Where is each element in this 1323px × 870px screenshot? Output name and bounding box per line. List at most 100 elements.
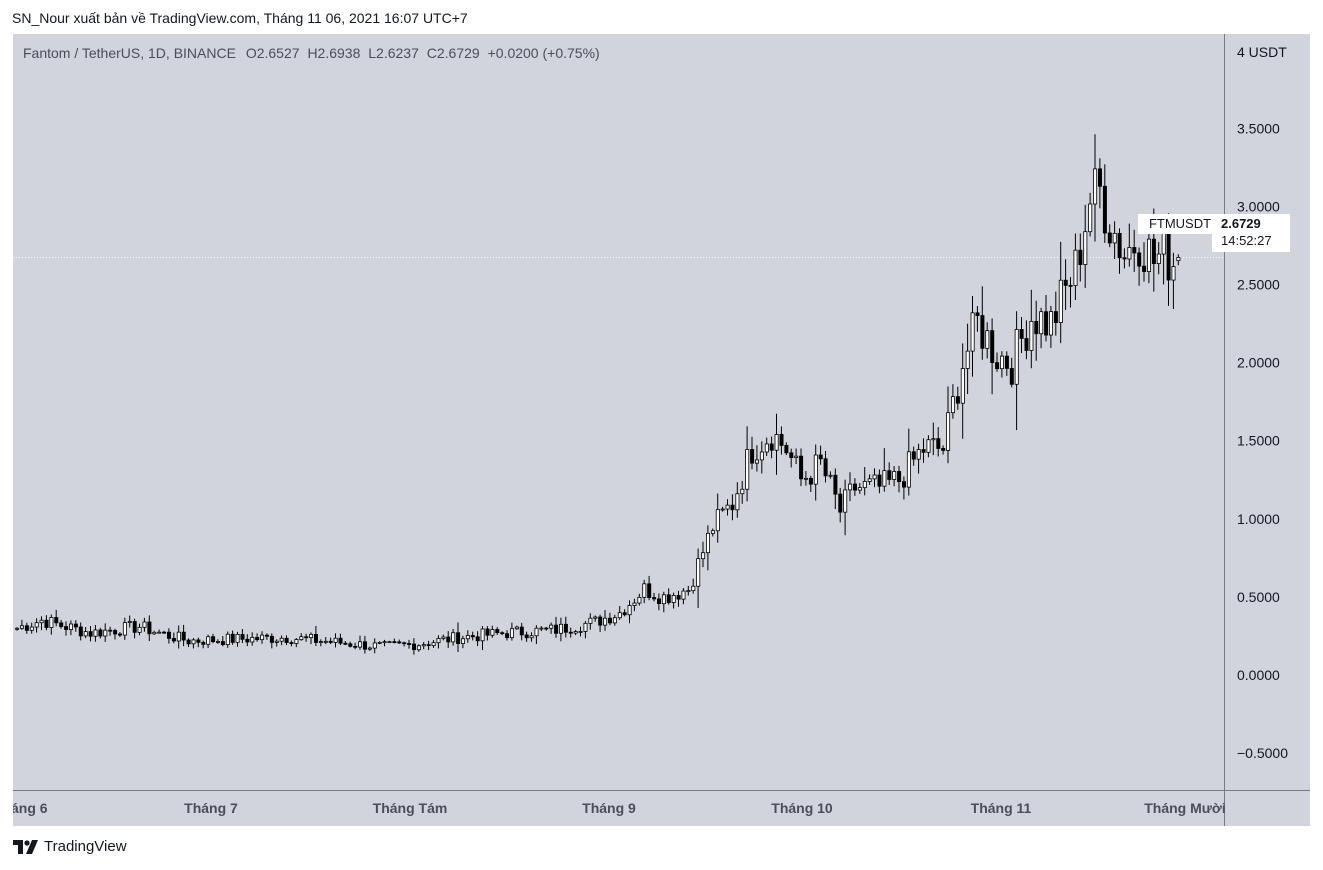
candle-down[interactable]: [877, 474, 882, 487]
candle-up[interactable]: [1112, 232, 1117, 244]
candle-down[interactable]: [1117, 232, 1122, 259]
candle-down[interactable]: [500, 632, 505, 635]
candle-down[interactable]: [647, 583, 652, 598]
candle-down[interactable]: [921, 449, 926, 453]
candle-down[interactable]: [348, 643, 353, 647]
candle-up[interactable]: [377, 641, 382, 644]
candle-up[interactable]: [985, 330, 990, 349]
candle-down[interactable]: [98, 629, 103, 637]
candle-up[interactable]: [49, 617, 54, 628]
candle-down[interactable]: [78, 626, 83, 637]
candle-down[interactable]: [264, 634, 269, 637]
candle-down[interactable]: [255, 636, 260, 641]
candle-up[interactable]: [813, 454, 818, 485]
candle-up[interactable]: [250, 636, 255, 643]
candle-up[interactable]: [892, 471, 897, 480]
candle-up[interactable]: [93, 629, 98, 637]
candle-up[interactable]: [588, 617, 593, 624]
candle-down[interactable]: [328, 640, 333, 643]
candle-up[interactable]: [1039, 311, 1044, 335]
candle-up[interactable]: [1127, 247, 1132, 260]
candle-up[interactable]: [225, 633, 230, 646]
candle-up[interactable]: [509, 628, 514, 639]
candle-up[interactable]: [274, 640, 279, 643]
candle-down[interactable]: [1063, 279, 1068, 286]
candle-up[interactable]: [39, 619, 44, 624]
candle-down[interactable]: [64, 626, 69, 630]
candle-down[interactable]: [211, 636, 216, 643]
candle-up[interactable]: [916, 449, 921, 460]
candle-up[interactable]: [176, 631, 181, 642]
candle-up[interactable]: [529, 635, 534, 639]
candle-down[interactable]: [990, 330, 995, 364]
candle-down[interactable]: [505, 633, 510, 639]
candle-up[interactable]: [1171, 266, 1176, 281]
candle-up[interactable]: [323, 640, 328, 643]
candle-down[interactable]: [818, 454, 823, 460]
candle-up[interactable]: [764, 443, 769, 453]
candle-up[interactable]: [612, 617, 617, 624]
candle-down[interactable]: [338, 637, 343, 644]
candle-down[interactable]: [54, 617, 59, 624]
candle-down[interactable]: [289, 642, 294, 644]
candle-down[interactable]: [426, 644, 431, 647]
candle-up[interactable]: [725, 504, 730, 510]
candle-up[interactable]: [740, 488, 745, 495]
candle-up[interactable]: [960, 368, 965, 404]
candle-up[interactable]: [514, 626, 519, 630]
candle-down[interactable]: [132, 621, 137, 633]
candle-down[interactable]: [411, 643, 416, 651]
candle-down[interactable]: [622, 612, 627, 616]
candle-up[interactable]: [867, 478, 872, 482]
candle-down[interactable]: [750, 449, 755, 464]
candle-up[interactable]: [382, 641, 387, 644]
candle-down[interactable]: [88, 631, 93, 637]
candle-up[interactable]: [142, 621, 147, 628]
candle-up[interactable]: [372, 642, 377, 649]
candle-up[interactable]: [735, 493, 740, 511]
candle-down[interactable]: [245, 638, 250, 643]
candle-down[interactable]: [240, 634, 245, 640]
candle-down[interactable]: [407, 643, 412, 645]
candle-up[interactable]: [15, 627, 20, 630]
candle-down[interactable]: [608, 617, 613, 624]
candle-up[interactable]: [480, 628, 485, 642]
candle-up[interactable]: [828, 474, 833, 477]
candle-up[interactable]: [460, 638, 465, 644]
candle-up[interactable]: [661, 594, 666, 605]
candle-down[interactable]: [475, 636, 480, 642]
candle-down[interactable]: [456, 632, 461, 644]
candle-down[interactable]: [44, 619, 49, 628]
candle-up[interactable]: [583, 622, 588, 632]
candle-down[interactable]: [1053, 311, 1058, 323]
candle-up[interactable]: [549, 624, 554, 629]
candle-up[interactable]: [701, 552, 706, 560]
candle-up[interactable]: [906, 451, 911, 488]
candle-up[interactable]: [1049, 311, 1054, 336]
candle-down[interactable]: [402, 642, 407, 645]
candle-up[interactable]: [637, 596, 642, 604]
candle-down[interactable]: [568, 631, 573, 634]
candle-up[interactable]: [627, 605, 632, 616]
candle-down[interactable]: [171, 637, 176, 642]
candle-up[interactable]: [710, 530, 715, 534]
candle-up[interactable]: [83, 631, 88, 637]
candle-up[interactable]: [794, 455, 799, 458]
candle-down[interactable]: [59, 622, 64, 627]
candle-up[interactable]: [931, 438, 936, 441]
candle-down[interactable]: [201, 641, 206, 645]
candle-down[interactable]: [1019, 329, 1024, 339]
candle-up[interactable]: [333, 637, 338, 643]
candle-up[interactable]: [1058, 279, 1063, 323]
candle-up[interactable]: [431, 642, 436, 646]
candle-up[interactable]: [436, 638, 441, 644]
candle-up[interactable]: [578, 631, 583, 633]
candle-down[interactable]: [779, 434, 784, 446]
candle-down[interactable]: [995, 362, 1000, 370]
candle-up[interactable]: [103, 629, 108, 637]
candle-up[interactable]: [603, 617, 608, 626]
candle-down[interactable]: [853, 483, 858, 491]
candle-up[interactable]: [387, 641, 392, 644]
candle-down[interactable]: [284, 637, 289, 643]
candle-up[interactable]: [539, 627, 544, 630]
